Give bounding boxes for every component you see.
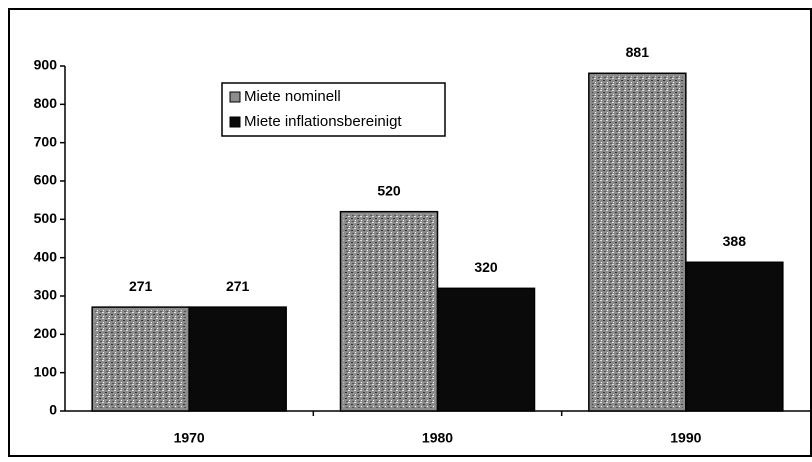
y-tick-label: 300 xyxy=(34,287,58,303)
x-tick-label: 1990 xyxy=(670,430,701,446)
bar-texture xyxy=(95,310,187,408)
bar-texture xyxy=(591,76,683,409)
legend-label: Miete inflationsbereinigt xyxy=(244,113,402,130)
legend-box xyxy=(221,82,446,137)
value-label: 271 xyxy=(226,278,250,294)
bar xyxy=(685,261,784,412)
y-tick-label: 200 xyxy=(34,325,58,341)
x-tick-label: 1980 xyxy=(422,430,453,446)
value-label: 388 xyxy=(723,233,747,249)
legend-swatch xyxy=(229,91,241,103)
legend-swatch xyxy=(229,116,241,128)
bar-texture xyxy=(343,214,435,408)
value-label: 271 xyxy=(129,278,153,294)
y-tick-label: 700 xyxy=(34,133,58,149)
bar xyxy=(188,306,287,412)
value-label: 320 xyxy=(474,259,498,275)
y-tick-label: 600 xyxy=(34,172,58,188)
y-tick-label: 900 xyxy=(34,57,58,73)
y-tick-label: 100 xyxy=(34,363,58,379)
bar xyxy=(436,287,536,412)
legend-label: Miete nominell xyxy=(244,88,341,105)
value-label: 881 xyxy=(626,44,650,60)
value-label: 520 xyxy=(377,182,401,198)
y-tick-label: 500 xyxy=(34,210,58,226)
y-tick-label: 800 xyxy=(34,95,58,111)
y-tick-label: 0 xyxy=(49,402,57,418)
y-tick-label: 400 xyxy=(34,248,58,264)
x-tick-label: 1970 xyxy=(174,430,205,446)
